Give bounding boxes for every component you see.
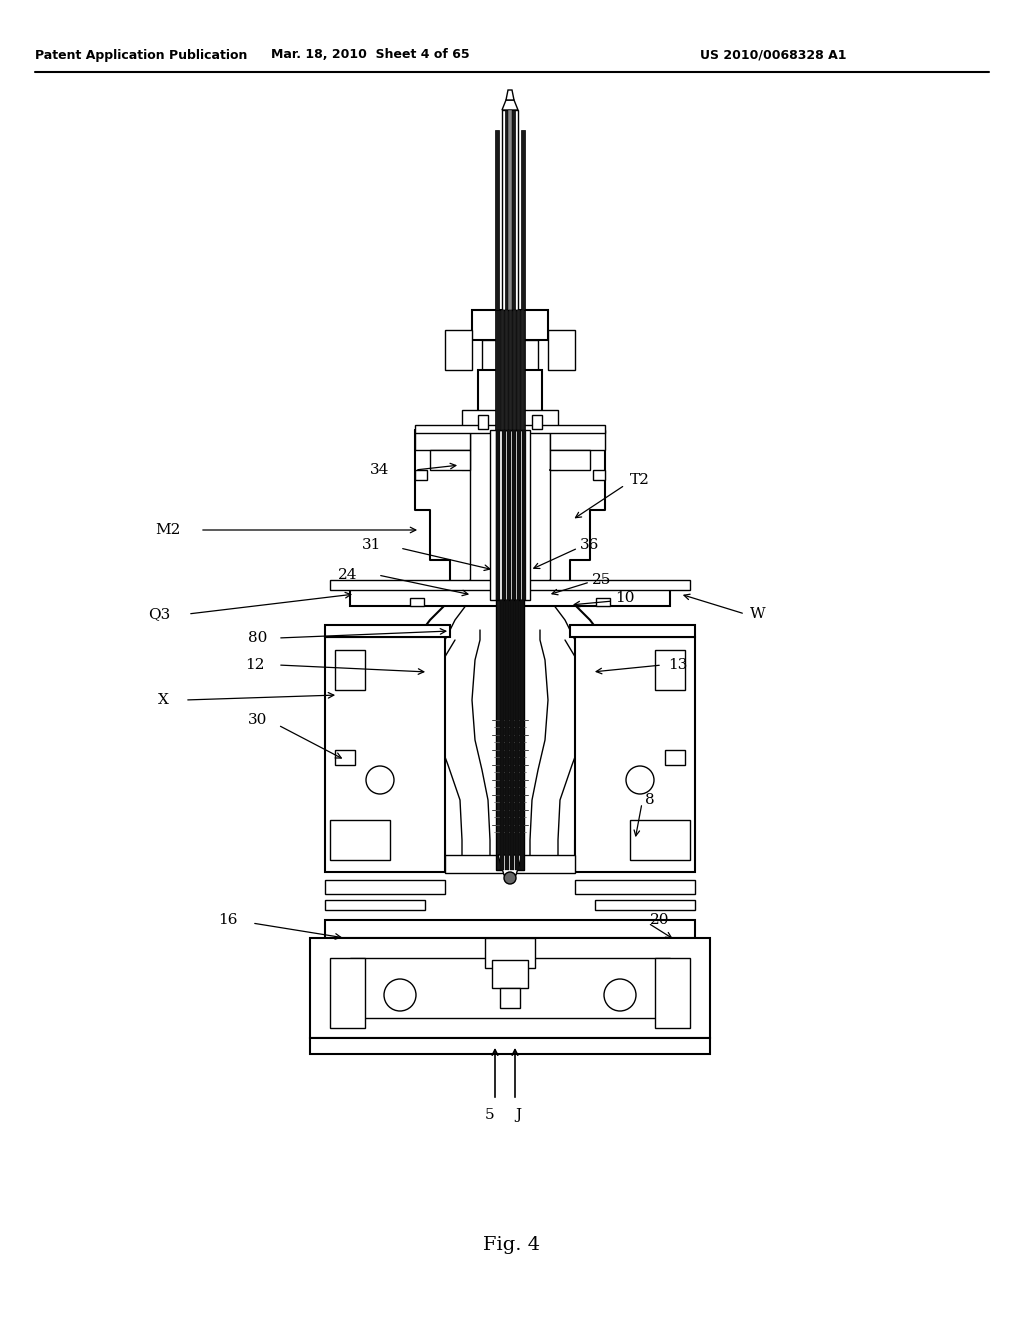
Bar: [507, 430, 511, 601]
Bar: [517, 310, 520, 430]
Bar: [492, 960, 528, 987]
Bar: [595, 900, 695, 909]
Bar: [330, 579, 690, 590]
Bar: [335, 750, 355, 766]
Bar: [522, 430, 526, 601]
Bar: [325, 920, 695, 939]
Text: 80: 80: [248, 631, 267, 645]
Bar: [310, 1038, 710, 1053]
Text: W: W: [750, 607, 766, 620]
Bar: [482, 341, 538, 370]
Text: 36: 36: [580, 539, 599, 552]
Bar: [415, 430, 470, 450]
Bar: [520, 601, 524, 870]
Bar: [501, 310, 504, 430]
Bar: [593, 470, 605, 480]
Bar: [430, 450, 470, 470]
Bar: [496, 430, 524, 601]
Text: 30: 30: [248, 713, 267, 727]
Text: X: X: [158, 693, 169, 708]
Bar: [350, 958, 670, 1018]
Bar: [521, 129, 525, 310]
Bar: [510, 601, 514, 870]
Bar: [478, 370, 542, 420]
Text: Fig. 4: Fig. 4: [483, 1236, 541, 1254]
Bar: [521, 310, 524, 430]
Text: 10: 10: [615, 591, 635, 605]
Bar: [505, 110, 515, 310]
Bar: [517, 430, 521, 601]
Bar: [445, 855, 575, 873]
Bar: [509, 310, 512, 430]
Bar: [496, 601, 524, 870]
Bar: [472, 310, 548, 341]
Bar: [505, 310, 508, 430]
Text: Patent Application Publication: Patent Application Publication: [35, 49, 248, 62]
Text: 25: 25: [592, 573, 611, 587]
Bar: [500, 987, 520, 1008]
Bar: [502, 430, 506, 601]
Bar: [478, 414, 488, 429]
Text: Q3: Q3: [148, 607, 170, 620]
Text: 16: 16: [218, 913, 238, 927]
Text: 5: 5: [485, 1107, 495, 1122]
Bar: [513, 310, 516, 430]
Bar: [502, 110, 518, 310]
Polygon shape: [498, 855, 522, 875]
Bar: [415, 425, 605, 433]
Polygon shape: [502, 100, 518, 110]
Bar: [508, 110, 512, 310]
Bar: [325, 624, 450, 638]
Bar: [496, 601, 524, 870]
Bar: [325, 638, 445, 873]
Bar: [502, 310, 518, 430]
Bar: [655, 958, 690, 1028]
Text: 20: 20: [650, 913, 670, 927]
Bar: [550, 430, 605, 450]
Circle shape: [504, 873, 516, 884]
Bar: [496, 430, 500, 601]
Text: 12: 12: [245, 657, 264, 672]
Bar: [462, 411, 558, 430]
Text: Mar. 18, 2010  Sheet 4 of 65: Mar. 18, 2010 Sheet 4 of 65: [270, 49, 469, 62]
Bar: [325, 880, 445, 894]
Text: 31: 31: [362, 539, 381, 552]
Bar: [330, 820, 390, 861]
Bar: [532, 414, 542, 429]
Polygon shape: [506, 90, 514, 100]
Text: 8: 8: [645, 793, 654, 807]
Text: M2: M2: [155, 523, 180, 537]
Bar: [596, 598, 610, 606]
Text: T2: T2: [630, 473, 650, 487]
Text: 24: 24: [338, 568, 357, 582]
Bar: [445, 330, 472, 370]
Bar: [512, 430, 516, 601]
Text: J: J: [515, 1107, 521, 1122]
Bar: [330, 958, 365, 1028]
Bar: [410, 598, 424, 606]
Bar: [415, 470, 427, 480]
Bar: [655, 649, 685, 690]
Bar: [485, 939, 535, 968]
Text: 34: 34: [370, 463, 389, 477]
Bar: [548, 330, 575, 370]
Bar: [665, 750, 685, 766]
Bar: [350, 587, 670, 606]
Bar: [630, 820, 690, 861]
Bar: [550, 450, 590, 470]
Bar: [325, 900, 425, 909]
Bar: [575, 638, 695, 873]
Bar: [495, 129, 499, 310]
Bar: [515, 601, 519, 870]
Bar: [575, 880, 695, 894]
Bar: [310, 939, 710, 1038]
Text: 13: 13: [668, 657, 687, 672]
Bar: [495, 310, 525, 430]
Bar: [500, 601, 504, 870]
Bar: [490, 430, 530, 601]
Bar: [505, 601, 509, 870]
Bar: [570, 624, 695, 638]
Bar: [335, 649, 365, 690]
Text: US 2010/0068328 A1: US 2010/0068328 A1: [700, 49, 847, 62]
